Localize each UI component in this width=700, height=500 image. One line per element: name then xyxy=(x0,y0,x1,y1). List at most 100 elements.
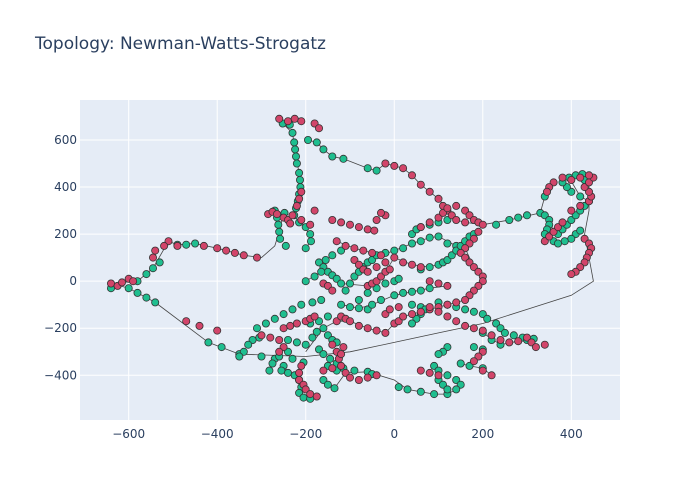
node-point-red[interactable] xyxy=(434,279,443,288)
node-point-red[interactable] xyxy=(252,253,261,262)
node-point-green[interactable] xyxy=(425,284,434,293)
node-point-green[interactable] xyxy=(295,168,304,177)
node-point-red[interactable] xyxy=(312,392,321,401)
node-point-green[interactable] xyxy=(390,291,399,300)
node-point-red[interactable] xyxy=(345,317,354,326)
node-point-red[interactable] xyxy=(297,117,306,126)
node-point-green[interactable] xyxy=(283,368,292,377)
node-point-green[interactable] xyxy=(148,264,157,273)
node-point-red[interactable] xyxy=(487,371,496,380)
node-point-green[interactable] xyxy=(430,390,439,399)
node-point-red[interactable] xyxy=(118,278,127,287)
node-point-red[interactable] xyxy=(328,364,337,373)
node-point-green[interactable] xyxy=(341,286,350,295)
node-point-red[interactable] xyxy=(295,368,304,377)
node-point-red[interactable] xyxy=(478,326,487,335)
node-point-green[interactable] xyxy=(492,220,501,229)
node-point-green[interactable] xyxy=(403,385,412,394)
node-point-green[interactable] xyxy=(328,152,337,161)
node-point-red[interactable] xyxy=(416,366,425,375)
node-point-red[interactable] xyxy=(385,265,394,274)
node-point-green[interactable] xyxy=(142,270,151,279)
node-point-green[interactable] xyxy=(308,298,317,307)
node-point-green[interactable] xyxy=(310,272,319,281)
node-point-red[interactable] xyxy=(434,371,443,380)
node-point-red[interactable] xyxy=(314,124,323,133)
node-point-green[interactable] xyxy=(416,286,425,295)
node-point-red[interactable] xyxy=(372,263,381,272)
node-point-red[interactable] xyxy=(359,246,368,255)
node-point-green[interactable] xyxy=(469,307,478,316)
node-point-green[interactable] xyxy=(317,267,326,276)
node-point-green[interactable] xyxy=(299,393,308,402)
node-point-red[interactable] xyxy=(394,303,403,312)
node-point-red[interactable] xyxy=(567,206,576,215)
node-point-red[interactable] xyxy=(354,223,363,232)
node-point-red[interactable] xyxy=(540,340,549,349)
node-point-red[interactable] xyxy=(337,218,346,227)
node-point-red[interactable] xyxy=(213,244,222,253)
node-point-green[interactable] xyxy=(407,319,416,328)
node-point-green[interactable] xyxy=(291,152,300,161)
node-point-red[interactable] xyxy=(306,390,315,399)
node-point-red[interactable] xyxy=(567,175,576,184)
node-point-red[interactable] xyxy=(407,310,416,319)
node-point-green[interactable] xyxy=(505,215,514,224)
node-point-green[interactable] xyxy=(312,327,321,336)
node-point-red[interactable] xyxy=(381,258,390,267)
node-point-red[interactable] xyxy=(443,300,452,309)
node-point-green[interactable] xyxy=(461,305,470,314)
node-point-red[interactable] xyxy=(478,220,487,229)
node-point-green[interactable] xyxy=(500,328,509,337)
node-point-green[interactable] xyxy=(354,304,363,313)
node-point-green[interactable] xyxy=(244,340,253,349)
node-point-green[interactable] xyxy=(363,288,372,297)
node-point-red[interactable] xyxy=(487,331,496,340)
node-point-green[interactable] xyxy=(317,295,326,304)
node-point-red[interactable] xyxy=(275,347,284,356)
node-point-red[interactable] xyxy=(297,215,306,224)
node-point-green[interactable] xyxy=(301,277,310,286)
node-point-red[interactable] xyxy=(567,270,576,279)
node-point-green[interactable] xyxy=(279,310,288,319)
node-point-green[interactable] xyxy=(514,213,523,222)
node-point-red[interactable] xyxy=(558,173,567,182)
node-point-green[interactable] xyxy=(281,241,290,250)
node-point-green[interactable] xyxy=(416,237,425,246)
node-point-green[interactable] xyxy=(434,232,443,241)
node-point-green[interactable] xyxy=(456,359,465,368)
node-point-green[interactable] xyxy=(345,303,354,312)
node-point-red[interactable] xyxy=(107,279,116,288)
node-point-red[interactable] xyxy=(425,303,434,312)
node-point-green[interactable] xyxy=(483,314,492,323)
node-point-red[interactable] xyxy=(452,215,461,224)
node-point-red[interactable] xyxy=(213,326,222,335)
node-point-red[interactable] xyxy=(576,173,585,182)
node-point-green[interactable] xyxy=(292,159,301,168)
node-point-red[interactable] xyxy=(129,277,138,286)
node-point-green[interactable] xyxy=(509,331,518,340)
node-point-red[interactable] xyxy=(585,171,594,180)
node-point-red[interactable] xyxy=(286,321,295,330)
node-point-red[interactable] xyxy=(328,286,337,295)
node-point-red[interactable] xyxy=(339,343,348,352)
node-point-red[interactable] xyxy=(543,187,552,196)
node-point-green[interactable] xyxy=(288,305,297,314)
node-point-red[interactable] xyxy=(239,251,248,260)
node-point-red[interactable] xyxy=(341,241,350,250)
node-point-red[interactable] xyxy=(332,237,341,246)
node-point-red[interactable] xyxy=(222,246,231,255)
node-point-green[interactable] xyxy=(394,274,403,283)
node-point-green[interactable] xyxy=(217,343,226,352)
node-point-green[interactable] xyxy=(452,385,461,394)
node-point-red[interactable] xyxy=(558,218,567,227)
node-point-red[interactable] xyxy=(399,258,408,267)
node-point-red[interactable] xyxy=(337,361,346,370)
node-point-red[interactable] xyxy=(345,220,354,229)
node-point-red[interactable] xyxy=(425,277,434,286)
node-point-red[interactable] xyxy=(328,215,337,224)
node-point-red[interactable] xyxy=(354,321,363,330)
node-point-green[interactable] xyxy=(290,138,299,147)
node-point-red[interactable] xyxy=(461,218,470,227)
node-point-green[interactable] xyxy=(133,288,142,297)
